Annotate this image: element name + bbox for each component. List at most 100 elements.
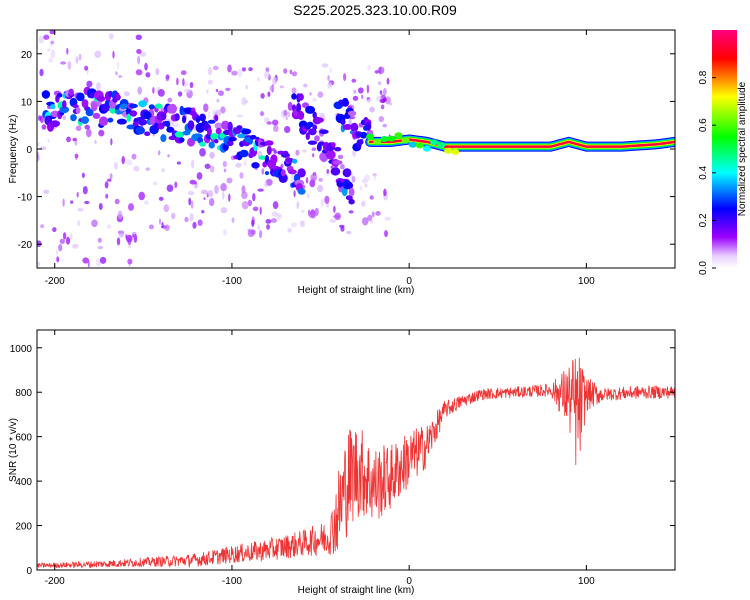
spectrogram-speckle [346,230,352,235]
spectrogram-speckle [188,191,192,195]
spectrogram-speckle [252,206,259,212]
spectrogram-speckle [117,61,120,70]
spectrogram-speckle [283,68,288,74]
spectrogram-x-ticks: -200 -100 0 100 [45,30,595,287]
spectrogram-speckle [362,217,369,226]
spectrogram-speckle [239,172,244,179]
spectrogram-speckle [364,174,371,182]
spectrogram-blob [239,149,249,158]
spectrogram-speckle [223,229,227,236]
spectrogram-speckle [266,224,270,230]
spectrogram-blob [107,117,114,123]
spectrogram-blob [138,100,148,108]
spectrogram-speckle [295,149,300,156]
spectrogram-blob [282,150,289,156]
spectrogram-speckle [112,50,115,59]
spectrogram-speckle [247,229,255,238]
spectrogram-speckle [329,218,337,223]
spectrogram-speckle [207,79,213,85]
spectrogram-speckle [113,162,118,170]
spectrogram-blob [50,104,56,110]
spectrogram-speckle [189,81,194,89]
spectrogram-speckle [257,224,260,231]
spectrogram-speckle [317,91,324,98]
spectrogram-blob [360,131,368,139]
spectrogram-speckle [273,150,278,154]
spectrogram-speckle [75,125,82,132]
spectrogram-blob [415,142,424,149]
y-tick-label: 0 [26,566,32,577]
spectrogram-speckle [235,162,242,168]
spectrogram-speckle [273,125,279,132]
spectrogram-speckle [359,185,363,191]
spectrogram-speckle [223,168,227,173]
spectrogram-speckle [321,63,329,68]
spectrogram-speckle [287,101,293,111]
spectrogram-speckle [152,87,155,94]
spectrogram-blob [165,120,171,128]
spectrogram-speckle [361,200,366,207]
spectrogram-speckle [133,234,138,243]
spectrogram-speckle [218,90,224,96]
spectrogram-speckle [41,124,47,130]
spectrogram-speckle [343,73,347,82]
spectrogram-speckle [60,61,67,65]
spectrogram-blob [437,142,446,149]
spectrogram-blob [116,118,127,125]
spectrogram-blob [249,134,257,140]
spectrogram-speckle [307,193,310,199]
spectrogram-blob [199,113,206,122]
spectrogram-blob [187,120,195,130]
spectrogram-speckle [144,200,149,205]
spectrogram-speckle [293,190,296,198]
spectrogram-speckle [379,66,382,75]
spectrogram-blob [297,110,305,120]
spectrogram-speckle [189,213,194,222]
spectrogram-speckle [109,173,113,180]
spectrogram-speckle [62,232,67,240]
colorbar-tick-label: 0.4 [698,165,709,179]
spectrogram-blob [258,155,267,160]
spectrogram-blob [312,124,318,131]
spectrogram-speckle [82,186,88,195]
spectrogram-speckle [207,111,211,119]
spectrogram-speckle [265,219,272,224]
spectrogram-speckle [56,256,60,263]
spectrogram-speckle [65,236,71,245]
spectrogram-blob [166,126,175,133]
spectrogram-speckle [353,89,357,94]
spectrogram-speckle [263,117,270,123]
spectrogram-blob [325,149,336,160]
spectrogram-blob [226,140,234,147]
spectrogram-speckle [72,137,77,142]
spectrogram-speckle [352,149,357,157]
spectrogram-speckle [257,188,264,192]
spectrogram-blob [138,118,148,126]
spectrogram-speckle [366,84,370,94]
colorbar-tick-label: 0.6 [698,118,709,132]
spectrogram-speckle [287,111,291,118]
y-tick-label: 1000 [10,344,33,355]
spectrogram-speckle [176,161,181,165]
spectrogram-speckle [203,197,206,201]
spectrogram-speckle [70,233,73,241]
spectrogram-blob [422,145,431,152]
spectrogram-speckle [191,159,195,169]
spectrogram-speckle [193,184,199,189]
spectrogram-speckle [289,69,293,75]
spectrogram-blob [98,116,109,126]
colorbar-tick-label: 0.8 [698,70,709,84]
spectrogram-blob [160,134,167,143]
spectrogram-speckle [352,95,359,101]
spectrogram-blob [89,92,95,99]
spectrogram-speckle [370,219,374,224]
spectrogram-speckle [236,114,244,118]
x-tick-label: -100 [222,276,242,287]
colorbar-label: Normalized spectral amplitude [737,81,748,216]
spectrogram-blob [90,102,98,112]
spectrogram-speckle [270,218,277,223]
spectrogram-blob [347,110,357,117]
spectrogram-blob [148,104,155,110]
spectrogram-blob [210,133,218,140]
spectrogram-speckle [66,47,69,55]
